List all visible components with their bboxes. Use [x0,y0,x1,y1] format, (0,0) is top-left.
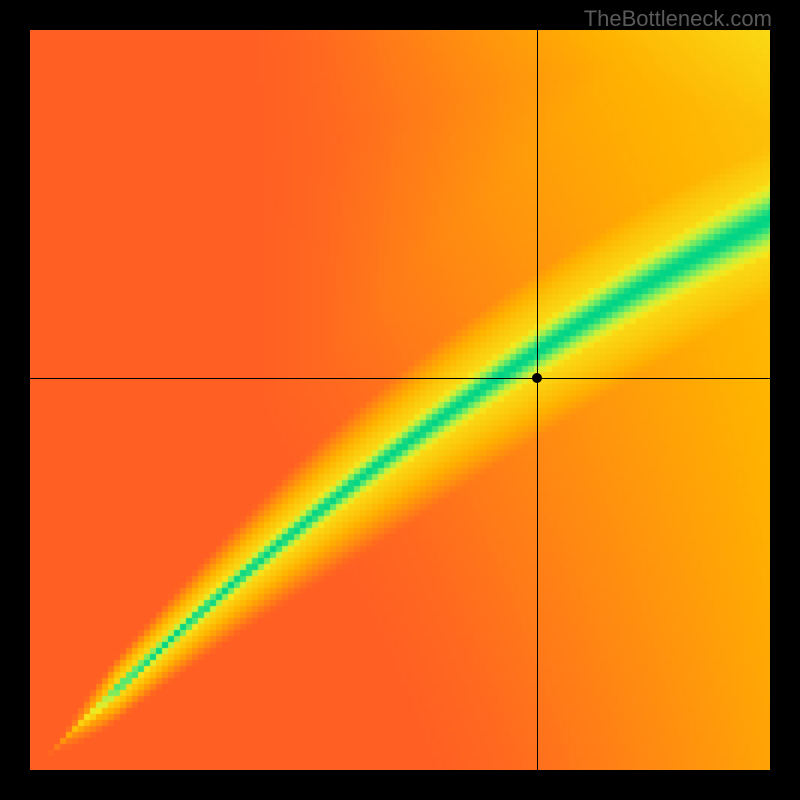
heatmap-plot [30,30,770,770]
crosshair-horizontal [30,378,770,379]
crosshair-vertical [537,30,538,770]
heatmap-canvas [30,30,770,770]
marker-dot [532,373,542,383]
watermark-text: TheBottleneck.com [584,6,772,32]
